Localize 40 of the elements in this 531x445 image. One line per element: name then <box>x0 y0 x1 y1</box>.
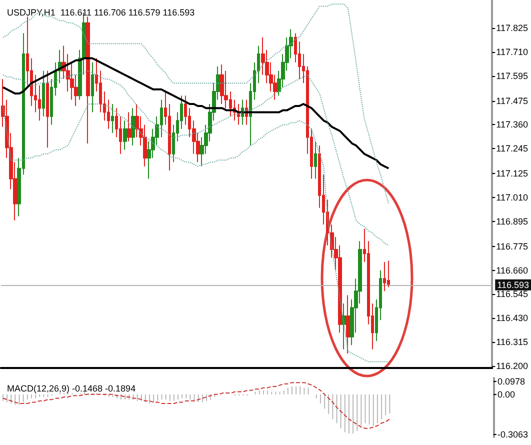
candlestick <box>387 260 390 288</box>
line-series <box>2 57 390 170</box>
candlestick <box>91 62 94 113</box>
y-tick-label: 117.595 <box>496 70 528 81</box>
line-series <box>2 382 390 429</box>
text: USDJPY,H1 116.611 116.706 116.579 116.593 <box>7 8 195 18</box>
candlestick <box>131 108 135 146</box>
y-tick-label: 117.475 <box>496 96 528 106</box>
line-series <box>2 70 390 246</box>
y-tick-label: 117.710 <box>496 46 528 57</box>
candlestick <box>42 70 45 117</box>
ref-line-label: 116.593 <box>497 280 530 290</box>
y-tick-label: 116.775 <box>496 241 528 252</box>
y-tick-label: 0.0978 <box>497 376 526 387</box>
y-tick-label: 116.545 <box>496 289 528 300</box>
candlestick <box>220 64 224 104</box>
y-tick-label: 117.125 <box>496 168 528 179</box>
y-tick-label: 116.660 <box>496 265 528 276</box>
y-tick-label: 117.825 <box>496 23 528 34</box>
line-series <box>2 103 390 362</box>
y-tick-label: 117.245 <box>496 144 528 154</box>
candlestick <box>314 140 317 180</box>
candlestick <box>123 120 127 150</box>
candlestick <box>127 112 131 142</box>
y-tick-label: -0.3063 <box>497 429 528 440</box>
y-tick-label: 0.00 <box>497 389 516 400</box>
candlestick <box>86 16 90 144</box>
candlestick <box>346 294 350 354</box>
line-series <box>2 4 390 204</box>
candlestick <box>383 261 386 292</box>
candlestick <box>342 303 346 350</box>
y-tick-label: 117.360 <box>496 120 528 130</box>
y-tick-label: 116.315 <box>496 337 528 348</box>
y-tick-label: 116.200 <box>496 360 528 371</box>
text: MACD(12,26,9) -0.1468 -0.1894 <box>7 384 136 394</box>
candlestick <box>111 103 114 134</box>
y-tick-label: 116.430 <box>496 313 528 324</box>
y-tick-label: 117.010 <box>496 192 528 203</box>
candlestick <box>46 70 49 148</box>
y-tick-label: 116.895 <box>496 216 528 226</box>
